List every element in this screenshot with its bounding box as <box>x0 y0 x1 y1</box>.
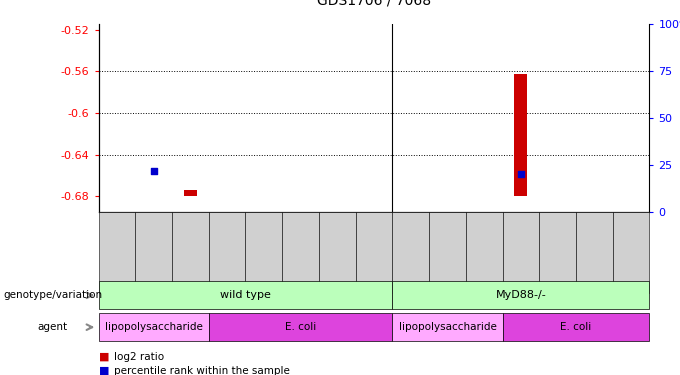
Text: genotype/variation: genotype/variation <box>3 290 103 300</box>
Bar <box>515 74 527 196</box>
Text: lipopolysaccharide: lipopolysaccharide <box>398 322 496 332</box>
Text: MyD88-/-: MyD88-/- <box>496 290 546 300</box>
Text: percentile rank within the sample: percentile rank within the sample <box>114 366 290 375</box>
Bar <box>184 190 197 196</box>
Text: ■: ■ <box>99 352 109 362</box>
Text: wild type: wild type <box>220 290 271 300</box>
Text: E. coli: E. coli <box>560 322 592 332</box>
Text: log2 ratio: log2 ratio <box>114 352 164 362</box>
Text: agent: agent <box>37 322 67 332</box>
Text: E. coli: E. coli <box>285 322 316 332</box>
Point <box>148 168 159 174</box>
Text: lipopolysaccharide: lipopolysaccharide <box>105 322 203 332</box>
Point <box>515 171 526 177</box>
Text: GDS1706 / 7068: GDS1706 / 7068 <box>317 0 431 8</box>
Text: ■: ■ <box>99 366 109 375</box>
